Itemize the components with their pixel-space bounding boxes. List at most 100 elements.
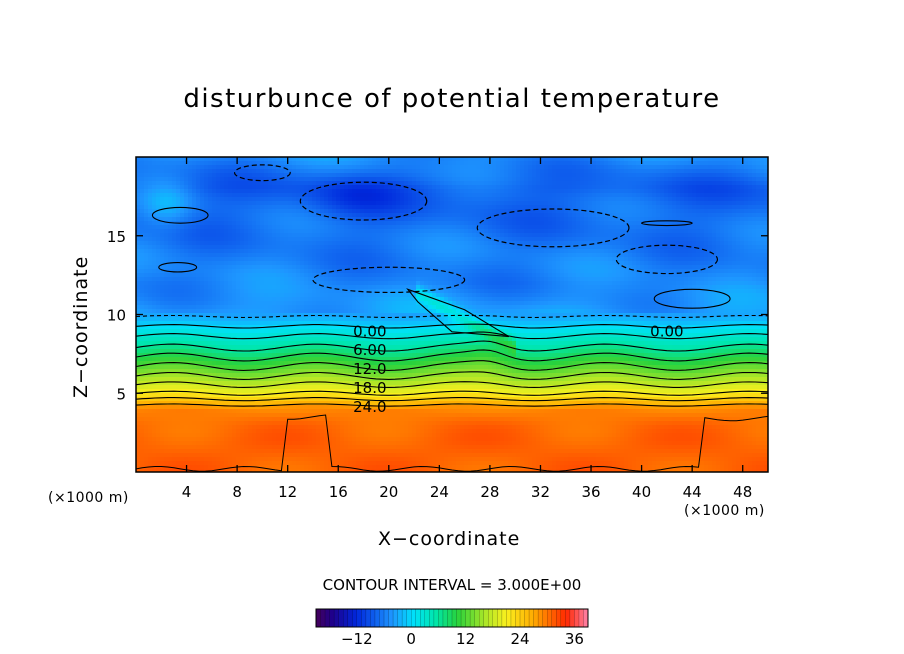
field-cell xyxy=(484,281,489,286)
field-cell xyxy=(564,181,569,186)
field-cell xyxy=(196,233,201,238)
field-cell xyxy=(472,185,477,190)
field-cell xyxy=(164,257,169,262)
field-cell xyxy=(228,233,233,238)
field-cell xyxy=(584,261,589,266)
field-cell xyxy=(432,229,437,234)
field-cell xyxy=(220,189,225,194)
field-cell xyxy=(652,253,657,258)
field-cell xyxy=(160,261,165,266)
field-cell xyxy=(572,213,577,218)
field-cell xyxy=(424,221,429,226)
field-cell xyxy=(652,169,657,174)
field-cell xyxy=(480,201,485,206)
field-cell xyxy=(492,233,497,238)
field-cell xyxy=(220,265,225,270)
field-cell xyxy=(460,269,465,274)
field-cell xyxy=(192,229,197,234)
field-cell xyxy=(404,181,409,186)
field-cell xyxy=(608,193,613,198)
field-cell xyxy=(756,265,761,270)
field-cell xyxy=(136,221,141,226)
field-cell xyxy=(544,273,549,278)
field-cell xyxy=(628,157,633,162)
field-cell xyxy=(184,189,189,194)
field-cell xyxy=(376,253,381,258)
field-cell xyxy=(288,257,293,262)
field-cell xyxy=(452,185,457,190)
field-cell xyxy=(376,181,381,186)
field-cell xyxy=(516,229,521,234)
field-cell xyxy=(308,233,313,238)
field-cell xyxy=(456,173,461,178)
field-cell xyxy=(620,253,625,258)
field-cell xyxy=(632,273,637,278)
field-cell xyxy=(596,177,601,182)
field-cell xyxy=(708,209,713,214)
field-cell xyxy=(172,189,177,194)
field-cell xyxy=(320,161,325,166)
field-cell xyxy=(748,237,753,242)
field-cell xyxy=(140,209,145,214)
field-cell xyxy=(528,277,533,282)
field-cell xyxy=(300,273,305,278)
field-cell xyxy=(396,209,401,214)
field-cell xyxy=(312,201,317,206)
field-cell xyxy=(236,189,241,194)
field-cell xyxy=(604,269,609,274)
field-cell xyxy=(328,241,333,246)
field-cell xyxy=(344,205,349,210)
field-cell xyxy=(572,225,577,230)
field-cell xyxy=(384,161,389,166)
field-cell xyxy=(452,201,457,206)
field-cell xyxy=(520,277,525,282)
field-cell xyxy=(624,169,629,174)
field-cell xyxy=(220,201,225,206)
field-cell xyxy=(552,193,557,198)
field-cell xyxy=(220,221,225,226)
field-cell xyxy=(728,213,733,218)
field-cell xyxy=(164,265,169,270)
field-cell xyxy=(456,265,461,270)
field-cell xyxy=(268,181,273,186)
field-cell xyxy=(736,165,741,170)
field-cell xyxy=(652,233,657,238)
field-cell xyxy=(704,197,709,202)
field-cell xyxy=(300,233,305,238)
field-cell xyxy=(320,181,325,186)
field-cell xyxy=(516,189,521,194)
field-cell xyxy=(644,193,649,198)
field-cell xyxy=(508,165,513,170)
field-cell xyxy=(504,189,509,194)
field-cell xyxy=(648,253,653,258)
field-cell xyxy=(676,173,681,178)
field-cell xyxy=(496,201,501,206)
field-cell xyxy=(372,201,377,206)
field-cell xyxy=(440,277,445,282)
field-cell xyxy=(624,185,629,190)
field-cell xyxy=(548,249,553,254)
field-cell xyxy=(724,157,729,162)
field-cell xyxy=(564,249,569,254)
field-cell xyxy=(592,241,597,246)
field-cell xyxy=(256,205,261,210)
field-cell xyxy=(328,197,333,202)
field-cell xyxy=(632,205,637,210)
field-cell xyxy=(444,193,449,198)
field-cell xyxy=(208,209,213,214)
field-cell xyxy=(664,165,669,170)
field-cell xyxy=(168,177,173,182)
field-cell xyxy=(288,177,293,182)
field-cell xyxy=(492,253,497,258)
field-cell xyxy=(680,233,685,238)
field-cell xyxy=(568,197,573,202)
field-cell xyxy=(436,241,441,246)
field-cell xyxy=(260,173,265,178)
field-cell xyxy=(668,237,673,242)
field-cell xyxy=(704,269,709,274)
field-cell xyxy=(488,221,493,226)
field-cell xyxy=(740,169,745,174)
field-cell xyxy=(692,209,697,214)
field-cell xyxy=(452,181,457,186)
field-cell xyxy=(620,269,625,274)
